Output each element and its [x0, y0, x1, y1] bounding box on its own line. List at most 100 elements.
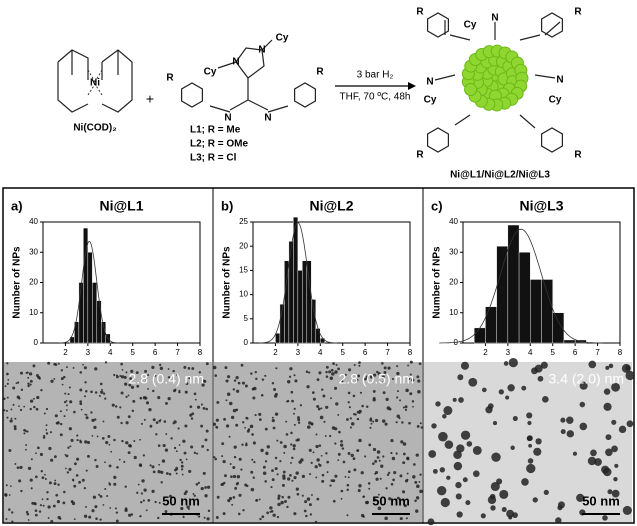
- particle: [416, 375, 420, 379]
- particle: [123, 375, 127, 379]
- particle: [279, 460, 282, 463]
- particle: [167, 397, 171, 401]
- y-tick-label: 30: [449, 247, 458, 256]
- particle: [158, 363, 162, 367]
- particle: [215, 418, 219, 422]
- particle: [399, 399, 402, 402]
- particle: [271, 419, 275, 423]
- y-tick-label: 10: [29, 308, 38, 317]
- particle: [220, 483, 224, 486]
- particle: [579, 422, 588, 431]
- particle: [79, 439, 82, 442]
- particle: [99, 495, 103, 498]
- particle: [625, 370, 635, 381]
- particle: [203, 516, 206, 519]
- particle: [259, 418, 262, 421]
- chart-title: Ni@L3: [520, 198, 564, 214]
- bar: [275, 333, 281, 344]
- particle: [455, 481, 462, 489]
- particle: [10, 417, 13, 420]
- particle: [84, 440, 88, 444]
- bar: [507, 224, 520, 344]
- particle: [68, 467, 72, 471]
- particle: [492, 421, 498, 426]
- particle: [212, 422, 217, 426]
- particle: [27, 382, 30, 386]
- particle: [29, 383, 32, 386]
- particle: [366, 405, 369, 408]
- particle: [460, 361, 470, 370]
- particle: [31, 501, 35, 505]
- particle: [383, 366, 387, 370]
- particle: [27, 466, 32, 471]
- particle: [383, 371, 387, 374]
- particle: [487, 495, 497, 505]
- particle: [431, 423, 437, 429]
- particle: [315, 476, 318, 479]
- particle: [521, 478, 529, 486]
- particle: [346, 514, 349, 517]
- particle: [335, 363, 338, 366]
- particle: [172, 369, 175, 373]
- x-tick-label: 3: [506, 348, 511, 357]
- particle: [438, 431, 448, 442]
- particle: [427, 518, 435, 526]
- particle: [404, 408, 408, 411]
- particle: [332, 479, 336, 483]
- particle: [303, 509, 307, 513]
- phenyl-ring: [294, 82, 316, 108]
- particle: [183, 451, 187, 455]
- particle: [102, 504, 105, 506]
- particle: [147, 499, 151, 502]
- particle: [369, 375, 374, 379]
- particle: [245, 416, 248, 420]
- particle: [230, 415, 235, 420]
- particle: [152, 389, 155, 393]
- atom: N: [556, 75, 563, 86]
- particle: [602, 515, 608, 521]
- particle: [613, 476, 618, 482]
- atom: N: [491, 13, 498, 24]
- particle: [379, 477, 382, 480]
- particle: [161, 459, 166, 463]
- particle: [402, 452, 406, 456]
- particle: [49, 431, 53, 434]
- particle: [180, 506, 184, 511]
- particle: [281, 495, 284, 499]
- particle: [172, 422, 175, 425]
- particle: [216, 495, 220, 499]
- particle: [377, 506, 382, 511]
- particle: [13, 425, 17, 428]
- bar: [297, 270, 303, 344]
- particle: [279, 441, 283, 444]
- particle: [290, 461, 292, 464]
- particle: [253, 386, 257, 391]
- particle: [380, 464, 384, 468]
- particle: [579, 401, 586, 408]
- particle: [293, 412, 295, 415]
- particle: [84, 413, 87, 416]
- particle: [490, 505, 496, 511]
- x-tick-label: 2: [483, 348, 488, 357]
- particle: [202, 407, 206, 410]
- particle: [178, 444, 181, 446]
- size-label: 2.8 (0.4) nm: [129, 371, 204, 387]
- particle: [225, 399, 228, 402]
- particle: [625, 365, 631, 371]
- particle: [480, 513, 486, 519]
- particle: [205, 407, 209, 411]
- particle: [179, 458, 182, 462]
- particle: [222, 459, 226, 464]
- particle: [456, 511, 463, 518]
- particle: [136, 491, 139, 494]
- particle: [61, 383, 64, 386]
- particle: [6, 396, 9, 399]
- particle: [290, 443, 293, 446]
- particle: [325, 365, 329, 369]
- particle: [273, 388, 277, 392]
- particle: [532, 497, 538, 503]
- particle: [396, 396, 399, 399]
- particle: [276, 515, 280, 519]
- particle: [133, 455, 137, 460]
- particle: [364, 455, 367, 458]
